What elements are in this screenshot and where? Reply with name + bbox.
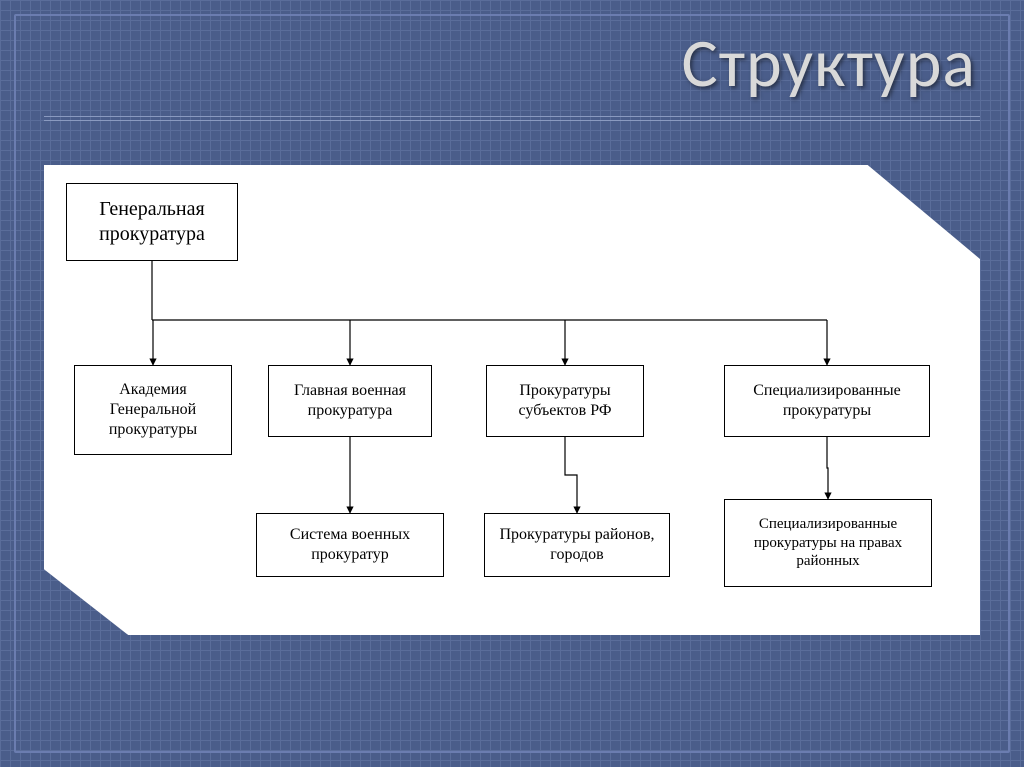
node-leaf4: Специализированные прокуратуры на правах… <box>724 499 932 587</box>
node-child3: Прокуратуры субъектов РФ <box>486 365 644 437</box>
title-underline <box>44 116 980 117</box>
node-child1: Академия Генеральной прокуратуры <box>74 365 232 455</box>
node-leaf3: Прокуратуры районов, городов <box>484 513 670 577</box>
node-child4: Специализированные прокуратуры <box>724 365 930 437</box>
slide-title: Структура <box>681 22 976 105</box>
title-underline-secondary <box>44 120 980 121</box>
node-leaf2: Система военных прокуратур <box>256 513 444 577</box>
diagram-panel: Генеральная прокуратура Академия Генерал… <box>44 165 980 635</box>
node-root: Генеральная прокуратура <box>66 183 238 261</box>
node-child2: Главная военная прокуратура <box>268 365 432 437</box>
